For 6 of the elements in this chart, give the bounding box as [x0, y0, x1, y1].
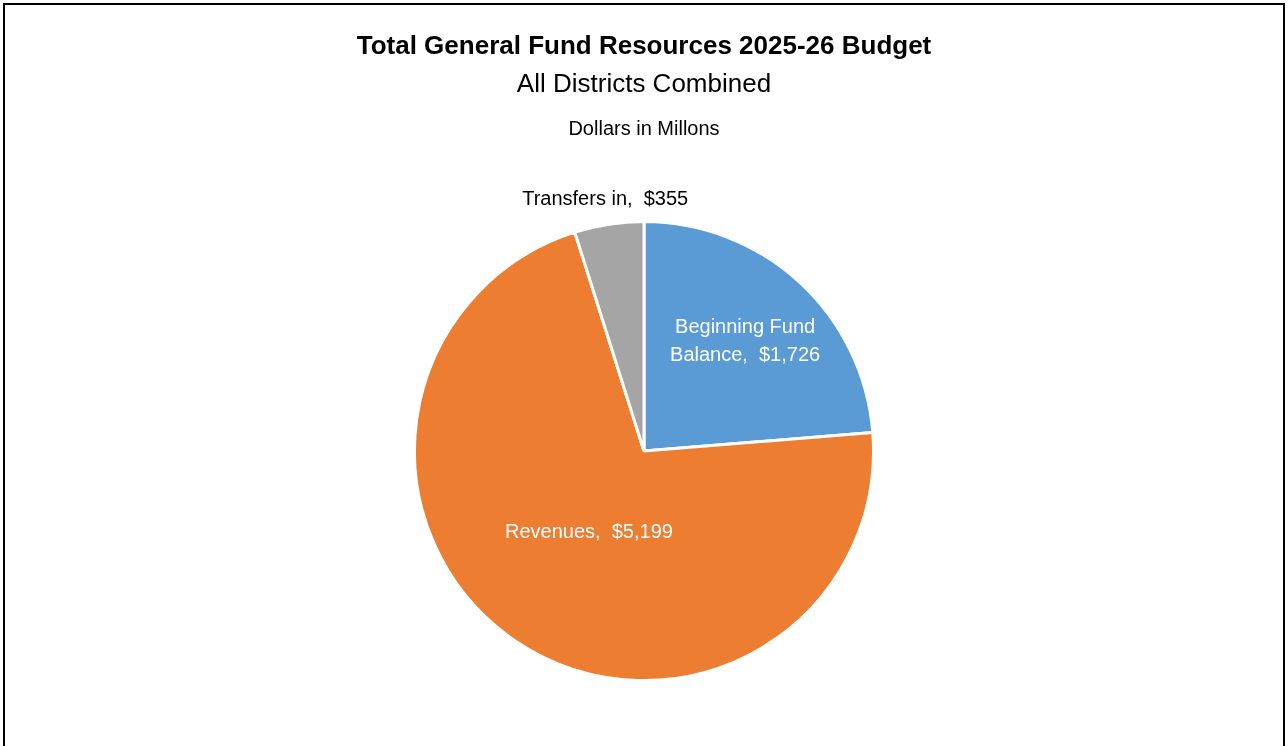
slice-label: Revenues, $5,199 [505, 520, 673, 543]
chart-title: Total General Fund Resources 2025-26 Budget [355, 30, 933, 61]
chart-subtitle: All Districts Combined [515, 68, 773, 99]
text: Dollars in Millons [567, 117, 721, 140]
slice-label: Beginning Fund Balance, $1,726 [670, 314, 821, 365]
slice-label: Transfers in, $355 [522, 187, 689, 209]
